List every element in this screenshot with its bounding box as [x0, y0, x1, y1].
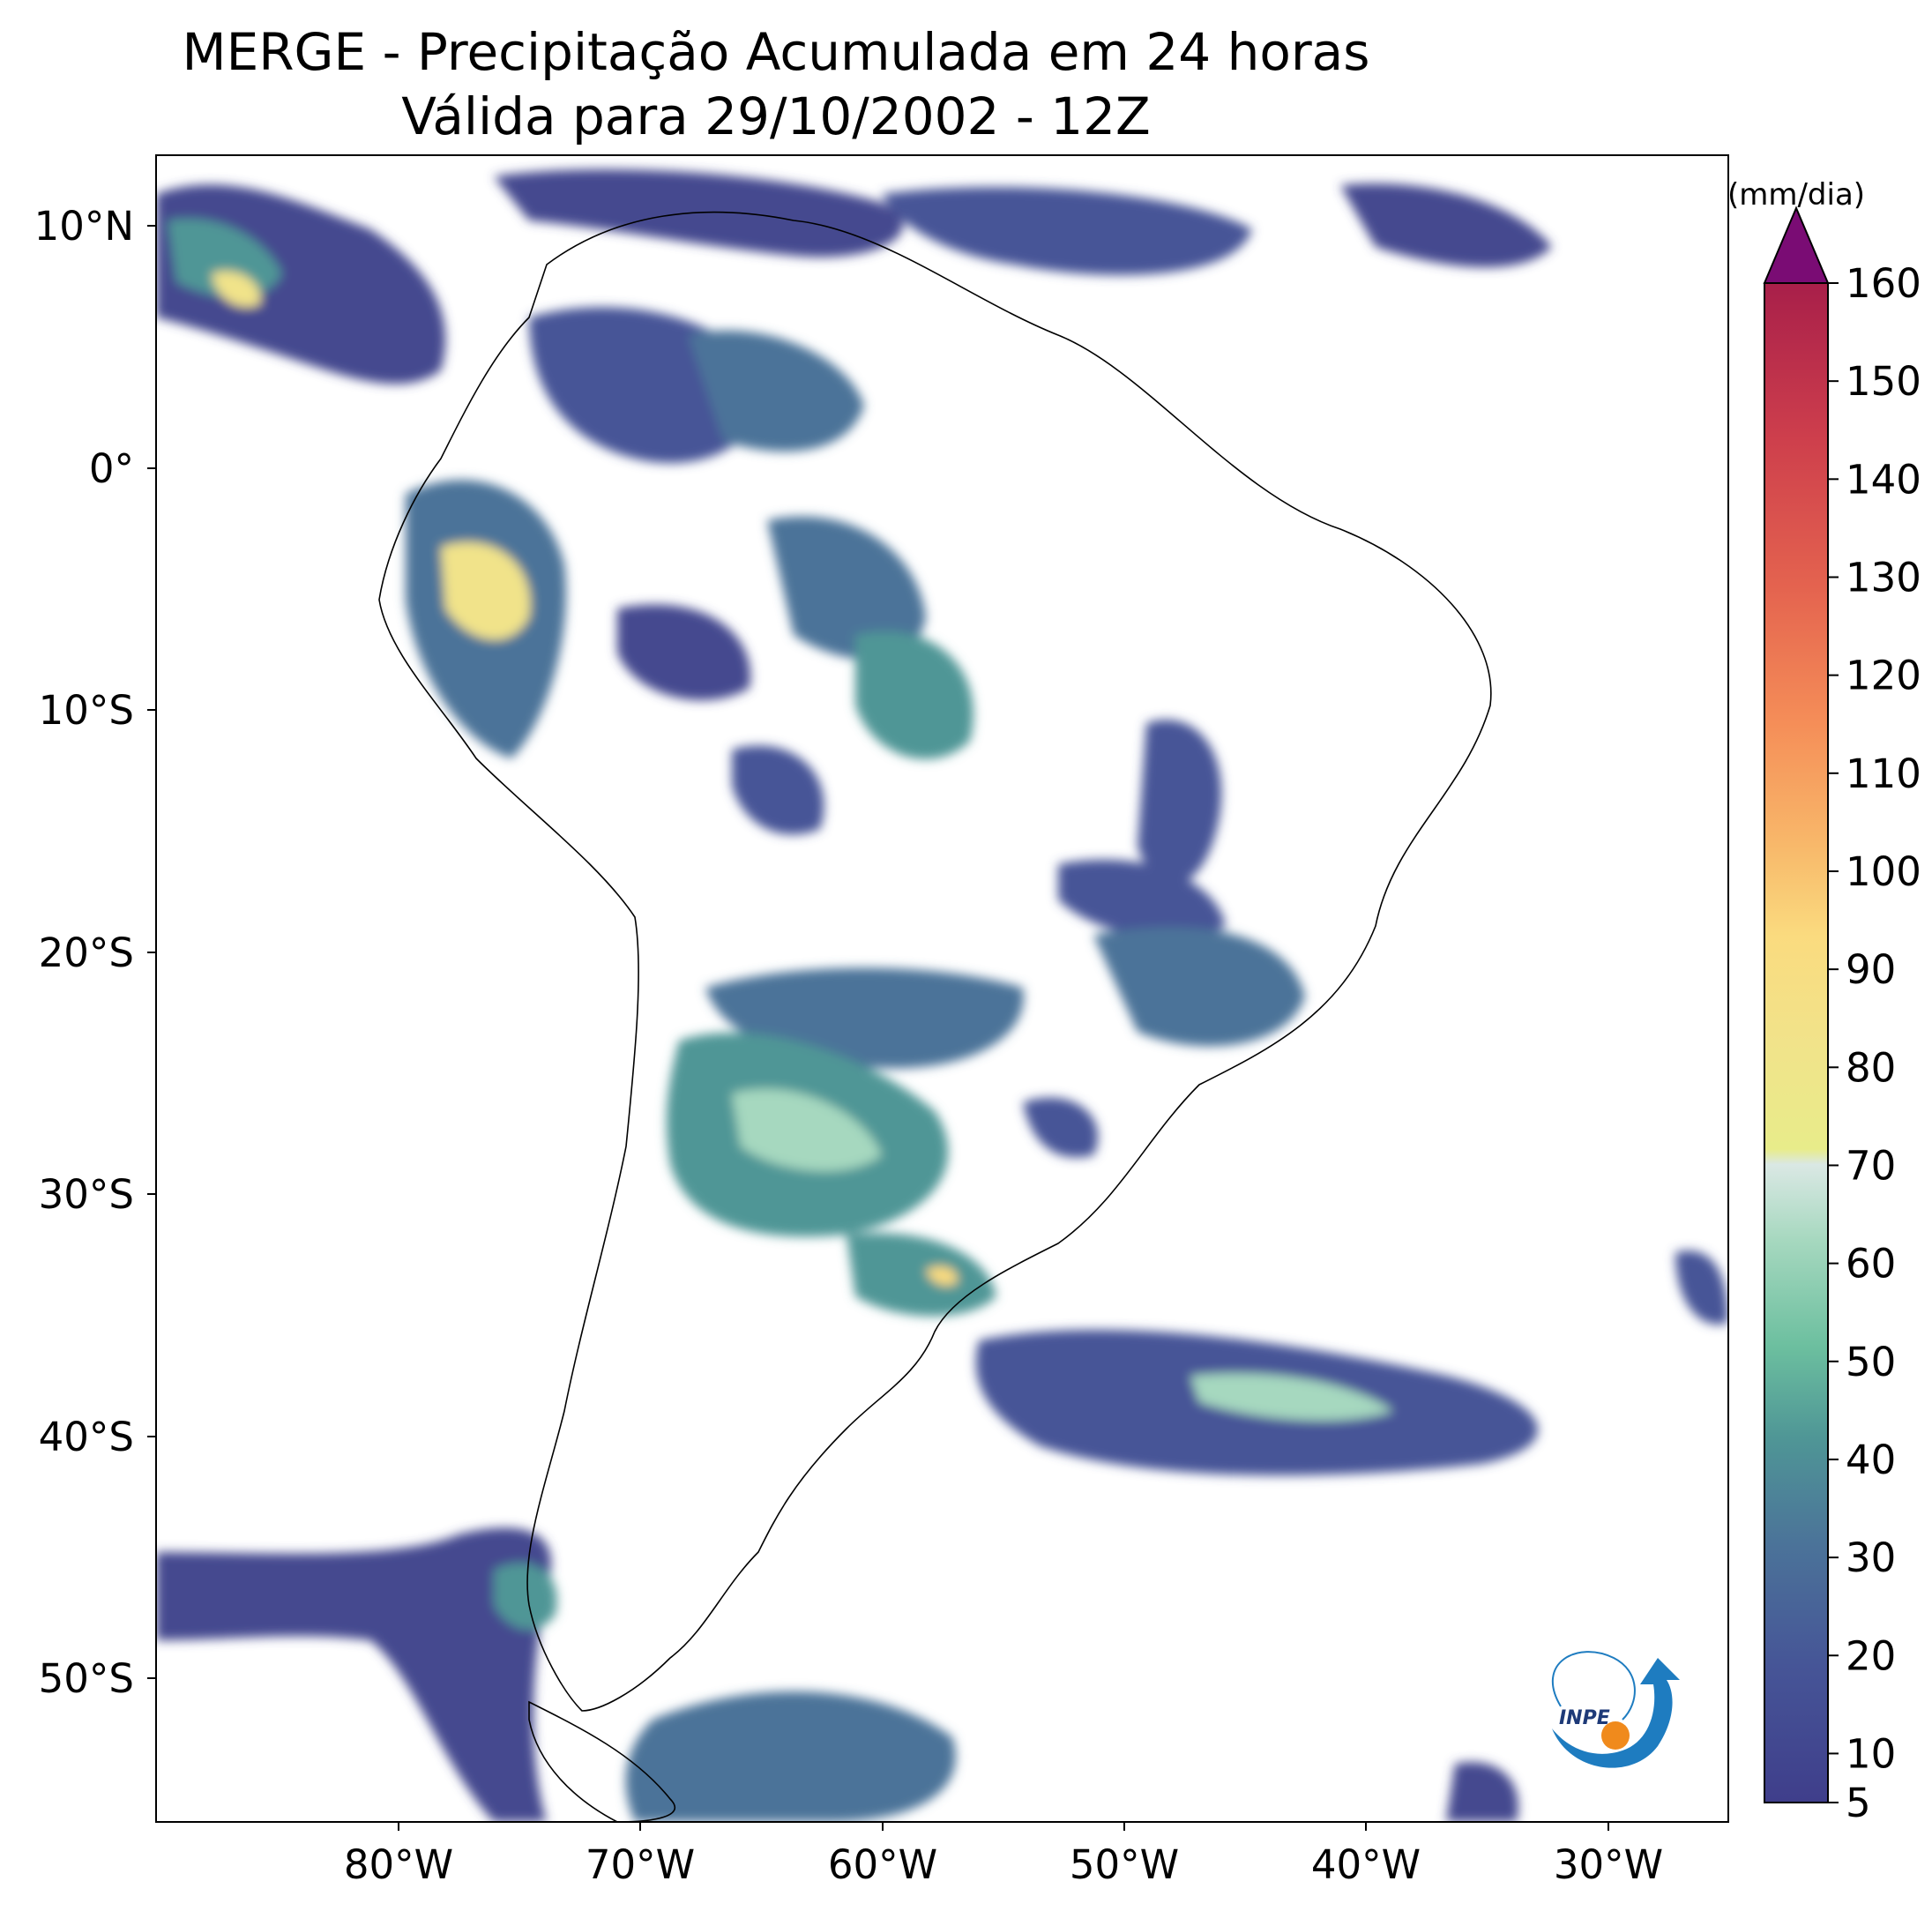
lon-axis: 80°W 70°W 60°W 50°W 40°W 30°W	[344, 1822, 1663, 1888]
lon-tick-label: 30°W	[1554, 1841, 1663, 1888]
precip-area-santa-catarina	[1023, 1097, 1099, 1158]
colorbar-tick-label: 20	[1846, 1632, 1896, 1679]
colorbar-tick-label: 10	[1846, 1730, 1896, 1777]
colorbar-tick-label: 80	[1846, 1044, 1896, 1091]
colorbar-tick-label: 90	[1846, 946, 1896, 993]
lon-tick-label: 70°W	[586, 1841, 695, 1888]
precip-area-uruguay-peak	[926, 1265, 958, 1286]
precipitation-layer	[156, 168, 1728, 1822]
colorbar-tick-label: 120	[1846, 653, 1921, 699]
lat-axis: 10°N 0° 10°S 20°S 30°S 40°S 50°S	[34, 203, 156, 1702]
colorbar-tick-label: 30	[1846, 1534, 1896, 1581]
continent-outline	[378, 211, 1492, 1712]
precip-area-argentina-core	[732, 1088, 882, 1172]
lat-tick-label: 10°S	[39, 687, 134, 734]
inpe-logo: INPE	[1551, 1651, 1680, 1768]
colorbar-tick-label: 150	[1846, 358, 1921, 405]
colorbar-tick-label: 50	[1846, 1339, 1896, 1385]
colorbar-tick-label: 40	[1846, 1437, 1896, 1483]
tierra-del-fuego-outline	[528, 1700, 676, 1822]
colorbar-tick-label: 100	[1846, 848, 1921, 895]
precip-area-atlantic-ne	[1340, 183, 1552, 268]
lon-tick-label: 80°W	[344, 1841, 453, 1888]
precip-area-amazonas	[767, 516, 926, 660]
colorbar-tick-label: 60	[1846, 1241, 1896, 1288]
precip-area-tierra-del-fuego	[625, 1691, 956, 1822]
precip-area-pacific-core	[168, 219, 282, 298]
precip-area-southeast	[1446, 1762, 1518, 1822]
precip-area-uruguay	[847, 1233, 996, 1317]
precip-area-patagonia-core	[494, 1563, 557, 1631]
map-title: MERGE - Precipitação Acumulada em 24 hor…	[182, 22, 1370, 82]
colorbar-bar	[1764, 282, 1829, 1803]
precip-area-pacific-peak	[212, 271, 261, 308]
colorbar-tick-label: 140	[1846, 456, 1921, 503]
colorbar-extend-arrow	[1763, 205, 1830, 284]
precip-area-acre	[617, 604, 751, 701]
colorbar-tick-label: 130	[1846, 554, 1921, 601]
precip-area-bolivia	[732, 745, 824, 835]
precip-area-patagonia-west	[156, 1527, 552, 1822]
colorbar-tick-label: 160	[1846, 260, 1921, 307]
lat-tick-label: 20°S	[39, 929, 134, 976]
colorbar-tick-label: 110	[1846, 750, 1921, 797]
precip-area-venezuela	[688, 330, 864, 452]
colorbar-ticks: 510 20 30 40 50 60 70 80 90 100 110 120 130 140 150 160	[1828, 260, 1921, 1826]
map-frame	[155, 154, 1729, 1823]
precip-area-rondonia	[855, 631, 973, 759]
lat-tick-label: 50°S	[39, 1655, 134, 1702]
precip-area-south-atlantic-core	[1190, 1373, 1393, 1421]
precip-area-minas-north	[1058, 859, 1226, 939]
map-subtitle: Válida para 29/10/2002 - 12Z	[401, 86, 1151, 146]
lat-tick-label: 40°S	[39, 1414, 134, 1460]
lat-tick-label: 10°N	[34, 203, 134, 250]
lon-tick-label: 50°W	[1070, 1841, 1179, 1888]
colorbar-tick-label: 70	[1846, 1142, 1896, 1189]
precip-area-peru-peak	[441, 541, 531, 640]
logo-text: INPE	[1559, 1707, 1610, 1729]
colorbar-tick-label: 5	[1846, 1780, 1871, 1826]
lat-tick-label: 30°S	[39, 1171, 134, 1218]
colorbar: (mm/dia) 5102030405060708090100110120130…	[1727, 177, 1921, 1826]
lat-tick-label: 0°	[89, 445, 134, 492]
precip-area-goias	[1138, 720, 1222, 885]
precip-area-east-edge	[1675, 1250, 1728, 1325]
lon-tick-label: 60°W	[828, 1841, 937, 1888]
precip-area-sao-paulo	[1093, 927, 1305, 1047]
precip-area-atlantic-north	[882, 187, 1252, 275]
lon-tick-label: 40°W	[1311, 1841, 1421, 1888]
